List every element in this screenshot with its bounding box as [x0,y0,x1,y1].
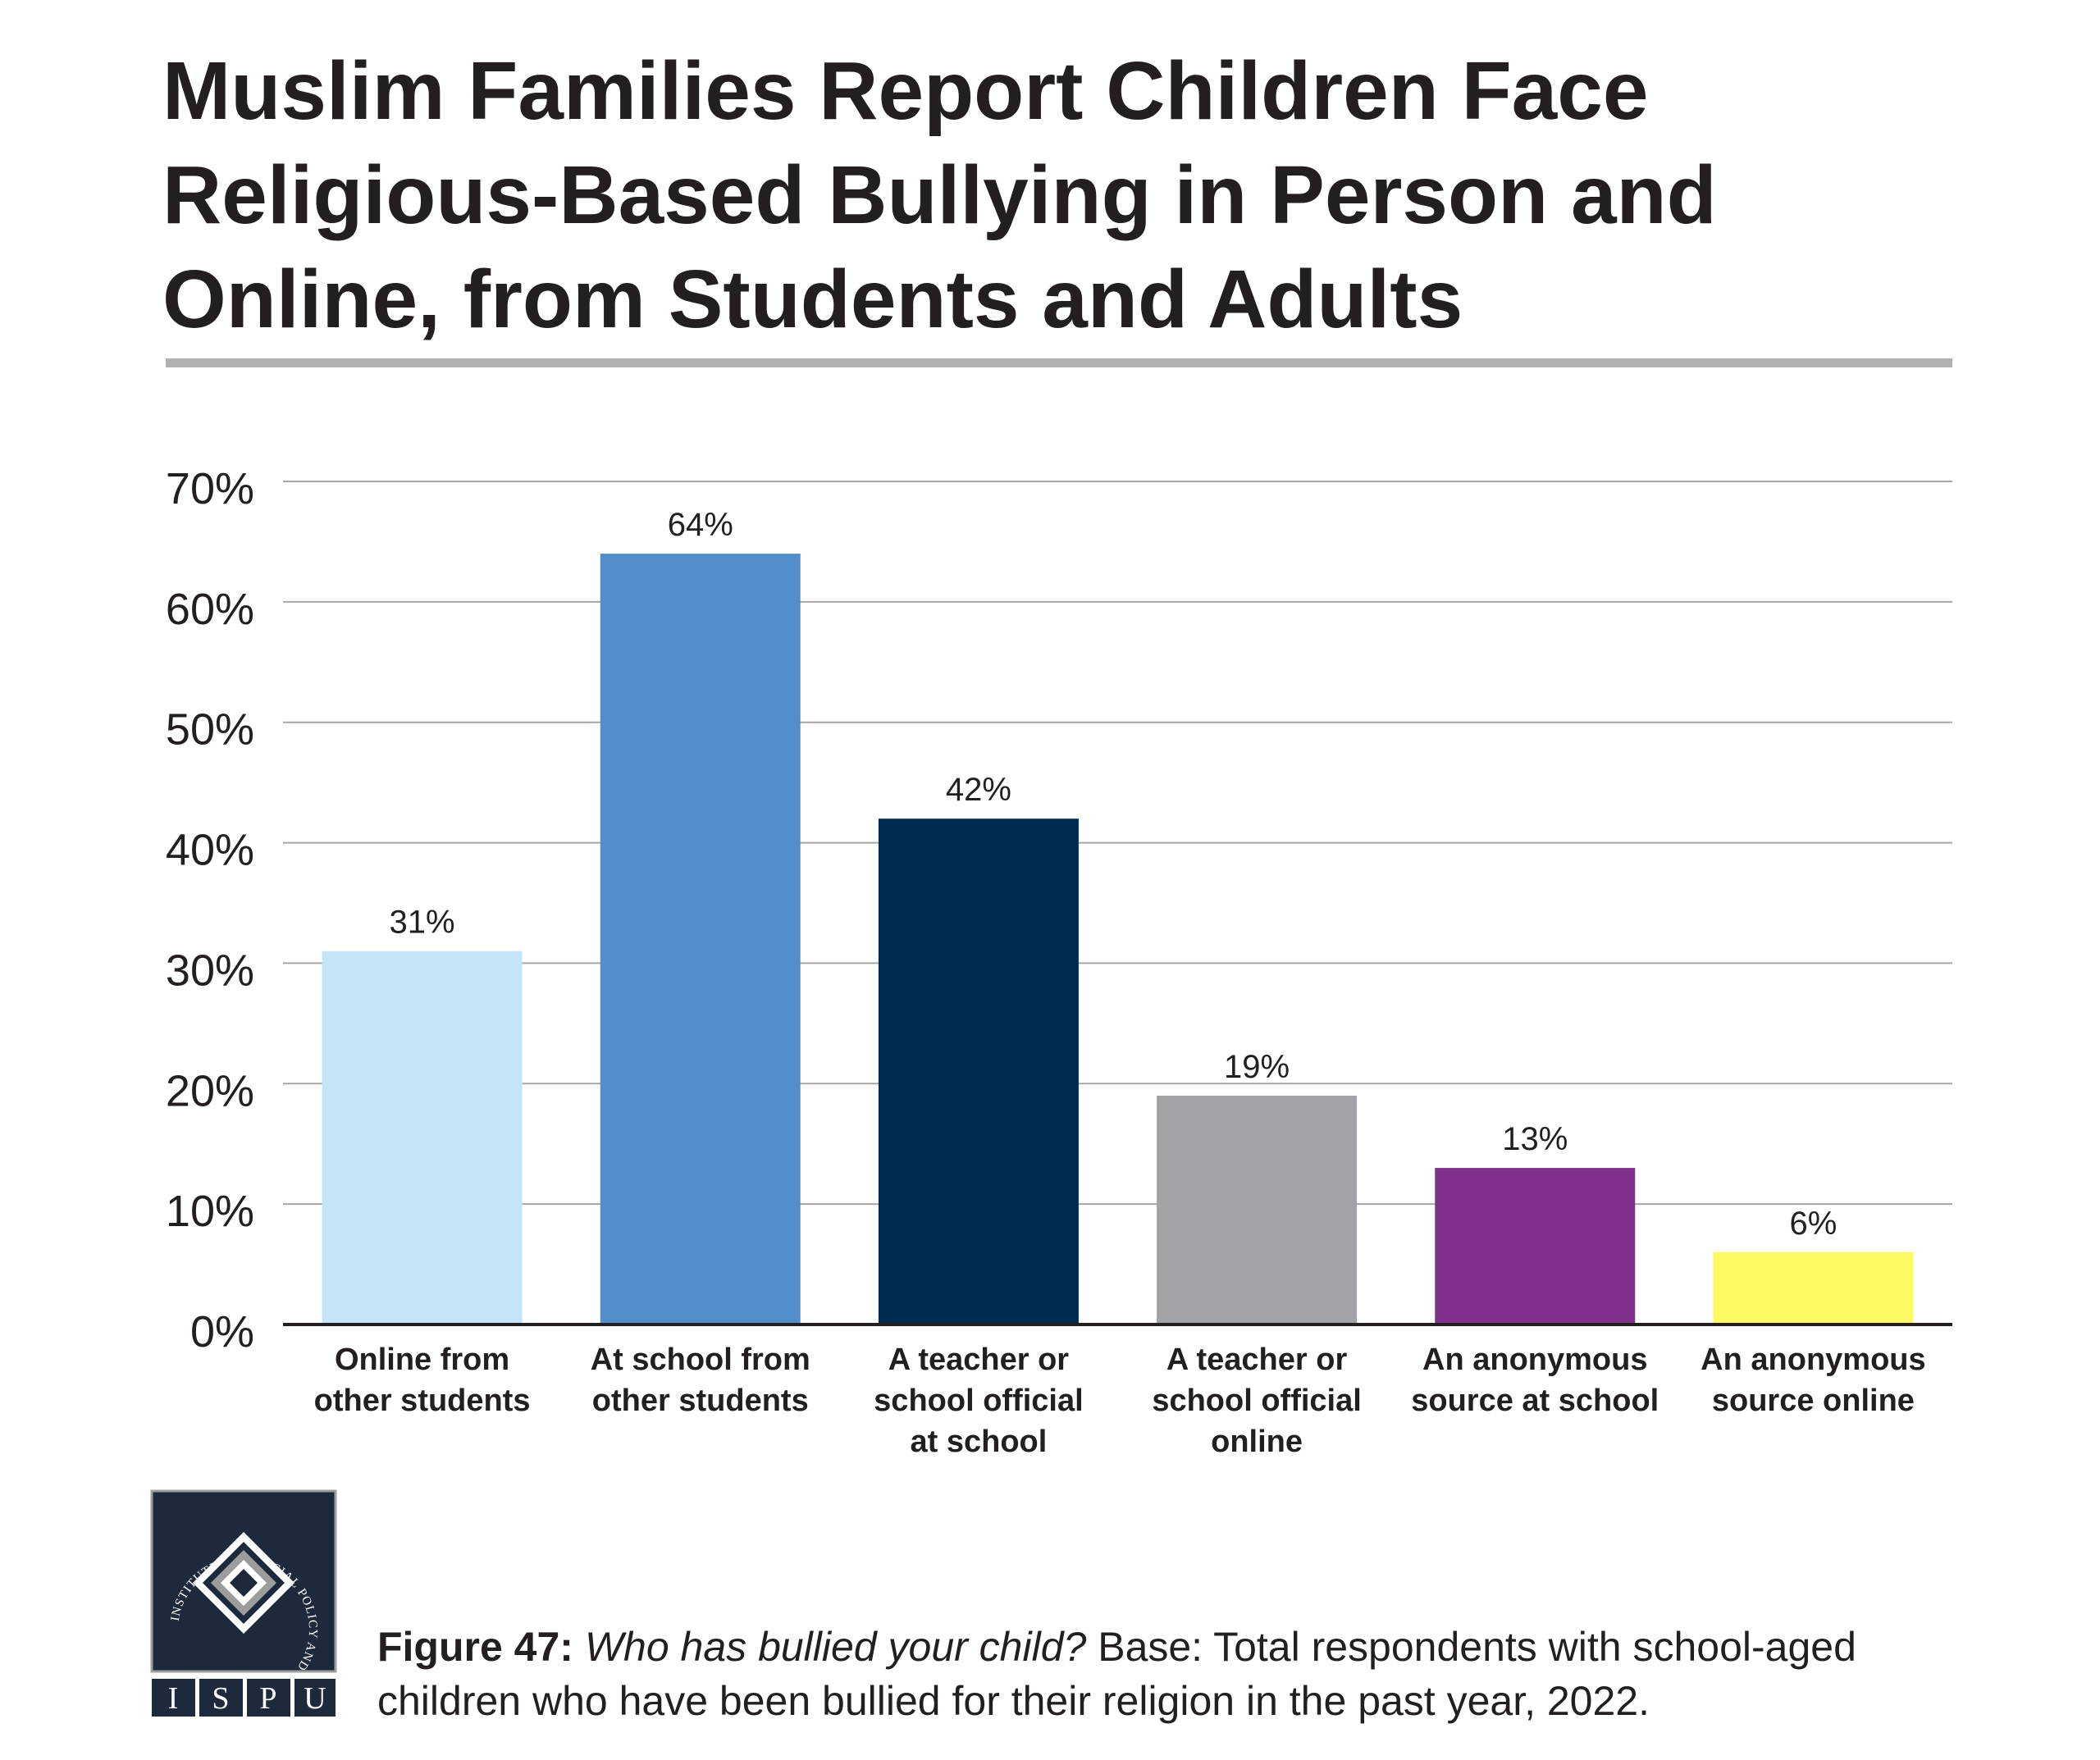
data-labels: 31% 64% 42% 19% 13% 6% [390,507,1838,1242]
x-tick-label: A teacher or school official online [1152,1343,1361,1459]
x-tick-label-line: source online [1712,1384,1915,1418]
x-tick-label: An anonymous source online [1701,1343,1925,1418]
title-divider [166,358,1952,367]
x-tick-label-line: An anonymous [1422,1343,1647,1377]
logo-letter: I [168,1681,179,1716]
y-tick-label: 10% [166,1187,254,1236]
x-tick-label-line: An anonymous [1701,1343,1925,1377]
chart-title: Muslim Families Report Children Face Rel… [162,45,1717,345]
ispu-logo: INSTITUTE FOR SOCIAL POLICY AND UNDERSTA… [149,1489,338,1718]
logo-letter-boxes: I S P U [152,1679,336,1717]
y-tick-label: 40% [166,826,254,875]
logo-letter: P [259,1681,276,1716]
y-tick-label: 0% [190,1307,254,1356]
gridlines [283,481,1952,1206]
data-label: 19% [1224,1049,1290,1085]
bar [1435,1168,1636,1325]
bar [878,818,1079,1325]
bar [600,554,801,1325]
x-tick-label: Online from other students [314,1343,531,1418]
x-tick-label-line: A teacher or [888,1343,1070,1377]
data-label: 31% [390,905,455,941]
x-tick-label-line: other students [314,1384,531,1418]
x-tick-label: An anonymous source at school [1411,1343,1659,1418]
bars [322,554,1914,1325]
x-tick-label-line: At school from [591,1343,810,1377]
logo-letter: S [212,1681,229,1716]
x-tick-label-line: online [1211,1425,1303,1459]
y-tick-label: 20% [166,1066,254,1115]
x-tick-label-line: at school [911,1425,1048,1459]
figure-base-text: Base: Total respondents with school-aged… [377,1624,1856,1724]
y-tick-label: 50% [166,705,254,755]
y-tick-label: 60% [166,585,254,634]
bar-chart: 0% 10% 20% 30% 40% 50% 60% 70% 31% 64% 42% 19% 13% 6… [166,464,1952,1459]
x-axis-ticks: Online from other students At school from o… [314,1343,1926,1459]
figure-label: Figure 47: [377,1624,573,1670]
bar [1713,1252,1914,1325]
y-axis-ticks: 0% 10% 20% 30% 40% 50% 60% 70% [166,464,254,1356]
figure-question: Who has bullied your child? [584,1624,1087,1670]
x-tick-label-line: Online from [335,1343,509,1377]
data-label: 64% [668,507,733,543]
y-tick-label: 30% [166,946,254,995]
y-tick-label: 70% [166,464,254,513]
data-label: 13% [1502,1121,1568,1157]
data-label: 42% [946,772,1011,808]
x-tick-label-line: school official [1152,1384,1361,1418]
x-tick-label-line: source at school [1411,1384,1659,1418]
x-tick-label: At school from other students [591,1343,810,1418]
x-tick-label-line: other students [592,1384,809,1418]
diamond-icon [193,1532,294,1634]
logo-letter: U [304,1681,326,1716]
data-label: 6% [1790,1206,1838,1242]
bar [322,951,523,1325]
x-tick-label-line: A teacher or [1166,1343,1348,1377]
bar [1157,1095,1358,1325]
x-tick-label-line: school official [874,1384,1083,1418]
x-tick-label: A teacher or school official at school [874,1343,1083,1459]
figure-caption: Figure 47: Who has bullied your child? B… [377,1620,1977,1728]
